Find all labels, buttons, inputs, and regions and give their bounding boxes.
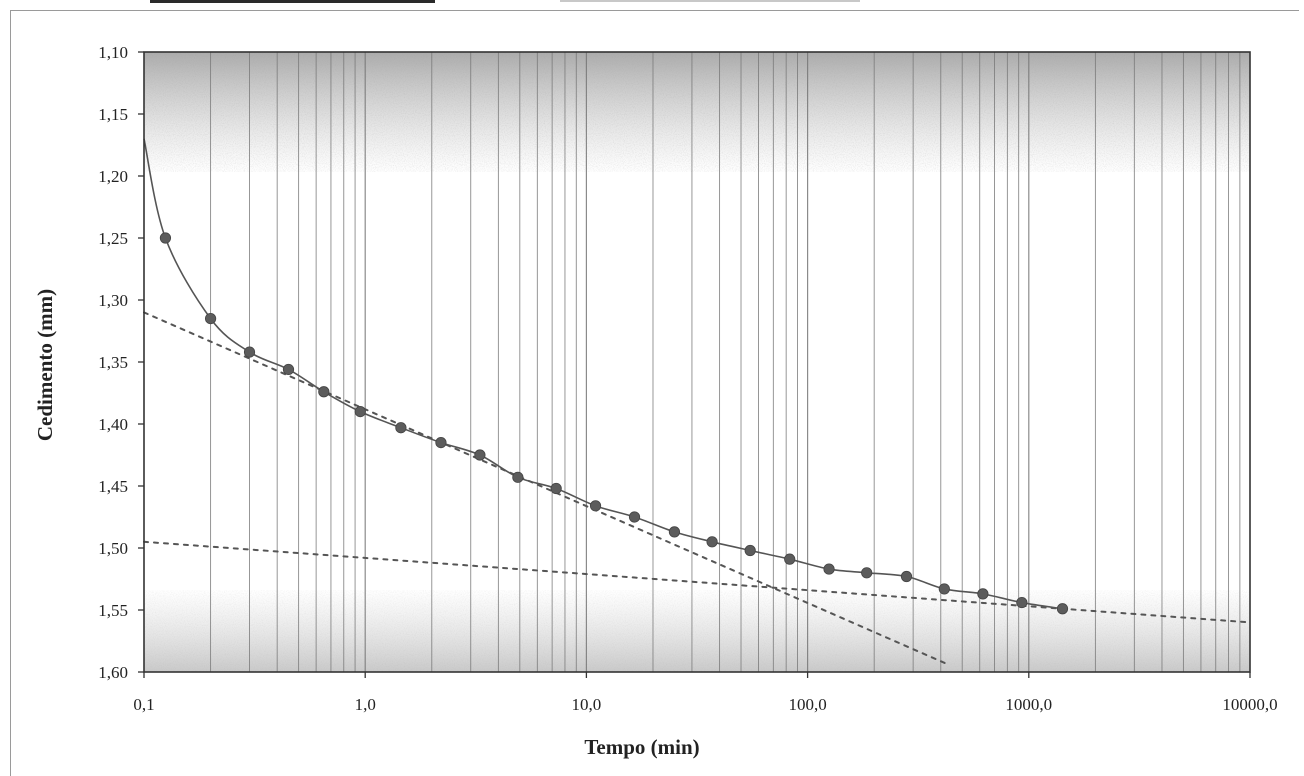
y-tick-label: 1,55 xyxy=(98,601,128,620)
data-point xyxy=(861,567,873,579)
data-point xyxy=(706,536,718,548)
data-point xyxy=(395,422,407,434)
data-point xyxy=(318,386,330,398)
data-point xyxy=(159,232,172,244)
x-tick-label: 10000,0 xyxy=(1222,695,1277,714)
plot-background xyxy=(144,52,1250,672)
data-point xyxy=(550,482,562,495)
y-axis-ticks: 1,10 1,15 1,20 1,25 1,30 1,35 1,40 1,45 1,50 1,55… xyxy=(98,43,144,682)
scan-top-strip-dark xyxy=(150,0,435,3)
data-point xyxy=(1016,596,1028,609)
y-tick-label: 1,40 xyxy=(98,415,128,434)
data-point xyxy=(938,583,950,595)
y-axis-title: Cedimento (mm) xyxy=(33,289,57,441)
scan-top-strip-light xyxy=(560,0,860,2)
data-point xyxy=(243,346,256,358)
data-point xyxy=(1056,603,1069,615)
data-point xyxy=(204,312,217,325)
y-tick-label: 1,30 xyxy=(98,291,128,310)
y-tick-label: 1,45 xyxy=(98,477,128,496)
y-tick-label: 1,35 xyxy=(98,353,128,372)
x-tick-label: 1,0 xyxy=(355,695,376,714)
x-tick-label: 0,1 xyxy=(133,695,154,714)
data-point xyxy=(784,553,796,565)
data-point xyxy=(589,500,602,512)
data-point xyxy=(823,563,835,575)
data-point xyxy=(900,570,913,583)
figure-frame xyxy=(10,10,1299,776)
data-point xyxy=(435,436,447,449)
x-axis-ticks: 0,1 1,0 10,0 100,0 1000,0 10000,0 xyxy=(133,672,1278,714)
y-tick-label: 1,15 xyxy=(98,105,128,124)
y-tick-label: 1,25 xyxy=(98,229,128,248)
data-point xyxy=(744,544,756,557)
data-point xyxy=(512,471,524,483)
dotted-line xyxy=(143,311,947,665)
data-point xyxy=(977,588,989,600)
x-tick-label: 1000,0 xyxy=(1005,695,1052,714)
data-point xyxy=(668,526,681,538)
x-tick-label: 10,0 xyxy=(572,695,602,714)
y-tick-label: 1,50 xyxy=(98,539,128,558)
data-point xyxy=(474,449,486,461)
log-grid-lines xyxy=(210,52,1241,672)
x-tick-label: 100,0 xyxy=(788,695,826,714)
y-tick-label: 1,10 xyxy=(98,43,128,62)
data-point xyxy=(354,405,366,418)
data-markers xyxy=(159,232,1069,615)
data-point xyxy=(628,511,641,523)
y-tick-label: 1,20 xyxy=(98,167,128,186)
data-point xyxy=(282,363,295,376)
x-axis-title: Tempo (min) xyxy=(584,735,699,759)
y-tick-label: 1,60 xyxy=(98,663,128,682)
